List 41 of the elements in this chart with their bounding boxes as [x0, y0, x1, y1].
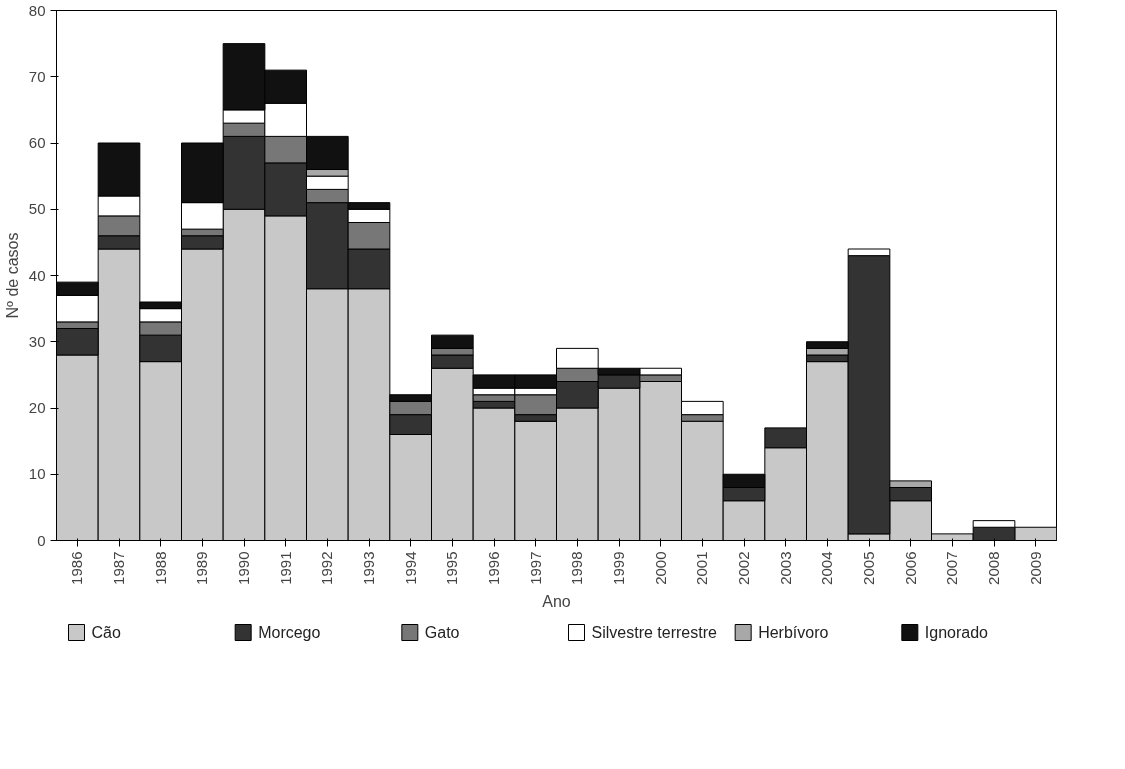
x-tick-label: 2002 [735, 551, 752, 585]
y-tick-label: 80 [28, 1, 46, 19]
x-tick-label: 1997 [526, 551, 544, 585]
x-tick-label: 1992 [318, 551, 336, 585]
x-tick-label: 2005 [860, 551, 877, 585]
legend-label: Morcego [258, 624, 321, 641]
x-tick-label: 1998 [568, 551, 586, 585]
x-tick-label: 1986 [68, 551, 86, 585]
legend-label: Cão [91, 624, 121, 641]
legend-label: Gato [424, 624, 460, 641]
x-tick-label: 2000 [651, 551, 669, 585]
x-axis-title: Ano [542, 592, 571, 610]
x-tick-label: 1989 [193, 551, 211, 585]
x-tick-label: 1993 [360, 551, 377, 585]
x-tick-label: 2008 [985, 551, 1002, 585]
x-tick-label: 1996 [485, 551, 502, 585]
y-tick-label: 30 [28, 332, 46, 350]
x-tick-label: 1991 [276, 551, 294, 585]
x-tick-label: 1995 [443, 551, 461, 585]
x-tick-label: 2009 [1026, 551, 1044, 585]
y-tick-label: 70 [28, 67, 46, 85]
y-tick-label: 0 [37, 531, 46, 549]
x-tick-label: 1990 [235, 551, 252, 585]
x-tick-label: 2007 [943, 551, 961, 585]
x-tick-label: 2001 [693, 551, 711, 585]
x-tick-label: 1987 [110, 551, 127, 585]
y-tick-label: 40 [28, 266, 46, 284]
y-tick-label: 60 [28, 134, 46, 151]
x-tick-label: 2006 [901, 551, 919, 585]
legend-label: Ignorado [924, 624, 989, 641]
y-tick-label: 50 [28, 200, 46, 218]
legend-label: Herbívoro [758, 624, 829, 641]
x-tick-label: 2003 [776, 551, 794, 585]
x-tick-label: 1994 [401, 551, 419, 585]
y-axis-title: Nº de casos [3, 232, 21, 319]
x-tick-label: 1988 [151, 551, 169, 585]
legend-label: Silvestre terrestre [591, 624, 717, 641]
y-tick-label: 10 [28, 465, 46, 483]
x-tick-label: 2004 [818, 551, 836, 585]
y-tick-label: 20 [28, 399, 46, 416]
x-tick-label: 1999 [610, 551, 627, 585]
